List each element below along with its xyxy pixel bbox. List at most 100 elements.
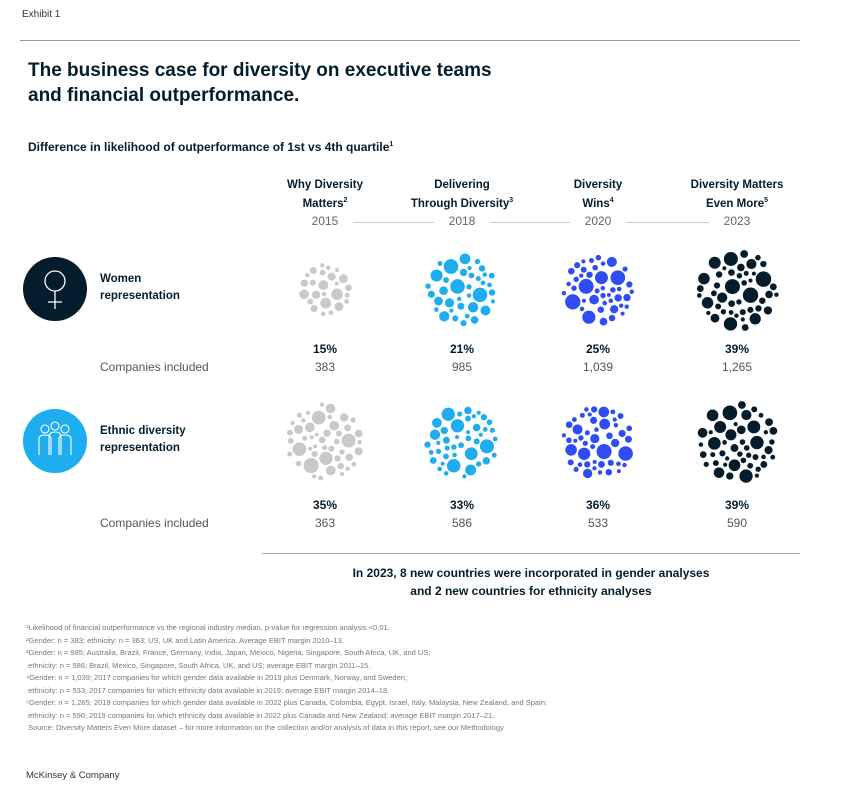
bubble-dot: [728, 459, 741, 472]
note-line: In 2023, 8 new countries were incorporat…: [352, 566, 710, 580]
bubble-dot: [439, 311, 450, 322]
bubble-dot: [474, 258, 481, 265]
bubble-dot: [467, 302, 479, 313]
bubble-dot: [334, 267, 339, 273]
row-label-line: Women: [100, 273, 142, 285]
bubble-dot: [582, 440, 588, 446]
companies-count: 383: [314, 360, 336, 374]
bubble-dot: [475, 461, 482, 467]
column-header: Diversity Wins4: [528, 178, 668, 212]
bubble-dot: [600, 261, 606, 266]
bubble-dot: [580, 266, 587, 273]
year-label: 2015: [311, 214, 339, 228]
bubble-dot: [457, 302, 465, 310]
bubble-dot: [309, 435, 314, 440]
bubble-dot: [320, 263, 325, 268]
bubble-dot: [626, 281, 633, 288]
subtitle: Difference in likelihood of outperforman…: [28, 140, 393, 154]
bubble-dot: [769, 283, 777, 291]
title-line: The business case for diversity on execu…: [28, 60, 492, 81]
bubble-dot: [755, 271, 772, 287]
bubble-dot: [736, 299, 742, 305]
bubble-dot: [746, 452, 752, 458]
bubble-dot: [487, 282, 492, 288]
bubble-dot: [465, 464, 477, 476]
bubble-dot: [339, 471, 345, 477]
bubble-dot: [437, 466, 442, 472]
bubble-dot: [482, 426, 488, 432]
bubble-dot: [311, 410, 326, 425]
bubble-dot: [325, 465, 336, 476]
bubble-dot: [594, 427, 599, 432]
bubble-dot: [470, 316, 479, 324]
header-line: Even More: [705, 197, 765, 210]
companies-label: Companies included: [100, 516, 209, 530]
footnote: ethnicity: n = 590; 2019 companies for w…: [26, 710, 495, 720]
bubble-dot: [488, 272, 495, 279]
bubble-dot: [561, 290, 567, 296]
companies-count: 586: [451, 516, 473, 530]
bubble-dot: [466, 293, 472, 298]
row-label: Women representation: [100, 271, 180, 305]
bubble-dot: [723, 251, 738, 266]
bubble-dot: [739, 439, 746, 445]
people-group-badge: [23, 409, 87, 473]
bubble-dot: [465, 415, 471, 422]
bubble-dot: [319, 451, 333, 465]
bubble-dot: [765, 418, 773, 427]
bubble-dot: [565, 294, 581, 310]
bubble-dot: [339, 413, 349, 422]
bubble-dot: [565, 421, 573, 429]
footnote: ethnicity: n = 586; Brazil, Mexico, Sing…: [26, 660, 371, 670]
bubble-dot: [333, 438, 340, 445]
bubble-dot: [616, 286, 622, 292]
bubble-dot: [480, 414, 488, 421]
bubble-dot: [610, 305, 619, 314]
bubble-dot: [287, 437, 294, 444]
bubble-dot: [590, 406, 598, 413]
bubble-dot: [590, 444, 596, 450]
bubble-dot: [708, 430, 713, 435]
bubble-dot: [424, 441, 431, 448]
note: In 2023, 8 new countries were incorporat…: [262, 564, 800, 600]
bubble-dot: [472, 287, 488, 303]
bubble-dot: [750, 435, 764, 450]
bubble-dot: [460, 320, 467, 327]
bubble-dot: [325, 265, 331, 271]
bubble-dot: [622, 462, 627, 468]
bubble-dot: [712, 460, 719, 467]
bubble-dot: [602, 300, 608, 306]
header-line: Delivering: [434, 179, 490, 191]
subtitle-text: Difference in likelihood of outperforman…: [28, 140, 390, 154]
row-label-line: Ethnic diversity: [100, 425, 186, 437]
bubble-dot: [755, 254, 761, 261]
row-label: Ethnic diversity representation: [100, 423, 186, 457]
bubble-dot: [725, 429, 737, 441]
bubble-dot: [760, 461, 768, 468]
bubble-dot: [290, 420, 295, 426]
bubble-dot: [734, 313, 739, 318]
bubble-dot: [442, 436, 450, 444]
bubble-dot: [299, 289, 309, 300]
bubble-dot: [573, 438, 578, 443]
bubble-cluster: [697, 401, 778, 483]
bubble-dot: [434, 307, 439, 312]
bubble-dot: [482, 457, 491, 465]
bubble-dot: [449, 308, 454, 313]
bubble-dot: [328, 445, 335, 452]
footnote: ¹Likelihood of financial outperformance …: [26, 623, 390, 632]
bubble-dot: [304, 422, 315, 433]
bubble-dot: [711, 290, 717, 297]
bubble-dot: [614, 294, 622, 302]
bubble-dot: [475, 276, 481, 282]
bubble-dot: [737, 263, 745, 272]
bubble-dot: [598, 460, 605, 468]
bubble-dot: [616, 469, 621, 474]
percent-value: 39%: [724, 342, 750, 356]
bubble-dot: [740, 250, 749, 258]
timeline-connector: [490, 222, 570, 223]
bubble-dot: [578, 278, 594, 294]
bubble-dot: [610, 438, 620, 448]
bubble-cluster: [696, 250, 779, 331]
percent-value: 21%: [449, 342, 475, 356]
